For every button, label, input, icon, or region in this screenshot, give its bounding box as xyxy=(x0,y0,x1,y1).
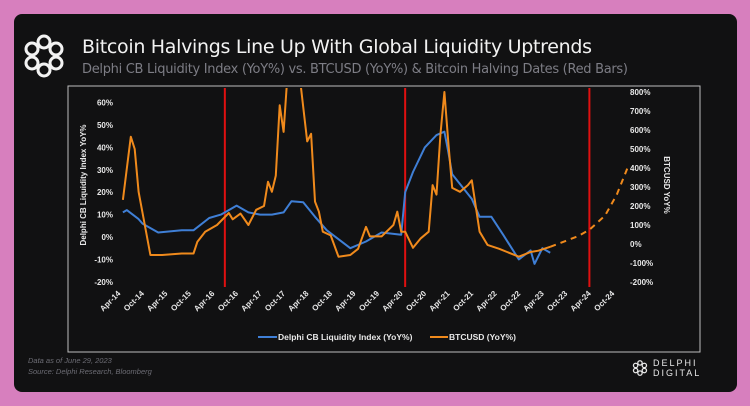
source-note: Source: Delphi Research, Bloomberg xyxy=(28,367,152,376)
x-tick-label: Apr-19 xyxy=(333,289,358,314)
brand: DELPHI DIGITAL xyxy=(632,358,750,378)
y-left-tick-label: -10% xyxy=(94,255,113,264)
x-tick-label: Apr-21 xyxy=(427,289,452,314)
y-right-tick-label: 600% xyxy=(630,126,650,135)
x-tick-label: Oct-24 xyxy=(592,289,616,313)
x-tick-label: Apr-18 xyxy=(286,289,311,314)
x-tick-label: Oct-22 xyxy=(498,289,522,313)
x-tick-label: Apr-15 xyxy=(145,289,170,314)
x-tick-label: Apr-20 xyxy=(380,289,405,314)
y-left-tick-label: 40% xyxy=(97,143,113,152)
y-right-tick-label: 500% xyxy=(630,145,650,154)
y-left-tick-label: 30% xyxy=(97,166,113,175)
chart-subtitle: Delphi CB Liquidity Index (YoY%) vs. BTC… xyxy=(82,62,628,77)
brand-name: DELPHI DIGITAL xyxy=(652,358,702,378)
y-left-tick-label: 50% xyxy=(97,121,113,130)
x-tick-label: Oct-17 xyxy=(263,289,287,313)
x-tick-label: Apr-23 xyxy=(521,289,546,314)
x-tick-label: Apr-17 xyxy=(239,289,264,314)
x-tick-label: Oct-21 xyxy=(451,289,475,313)
legend: Delphi CB Liquidity Index (YoY%) BTCUSD … xyxy=(258,332,516,342)
y-right-tick-label: 0% xyxy=(630,240,642,249)
y-right-tick-label: -100% xyxy=(630,259,653,268)
chart-card xyxy=(14,14,737,392)
chart-frame xyxy=(67,85,701,353)
y-right-tick-label: 200% xyxy=(630,202,650,211)
x-tick-label: Oct-16 xyxy=(216,289,240,313)
x-tick-label: Oct-20 xyxy=(404,289,428,313)
y-right-tick-label: 400% xyxy=(630,164,650,173)
x-tick-label: Apr-14 xyxy=(98,289,123,314)
x-tick-label: Oct-18 xyxy=(310,289,334,313)
legend-label-liquidity: Delphi CB Liquidity Index (YoY%) xyxy=(278,332,413,342)
y-left-tick-label: 60% xyxy=(97,99,113,108)
y-right-tick-label: 100% xyxy=(630,221,650,230)
series-line-btc xyxy=(121,88,551,258)
right-axis-label: BTCUSD YoY% xyxy=(662,156,671,214)
series-line-btc-projection xyxy=(549,164,630,248)
y-right-tick-label: 300% xyxy=(630,183,650,192)
y-right-tick-label: 700% xyxy=(630,107,650,116)
chart-title: Bitcoin Halvings Line Up With Global Liq… xyxy=(82,36,592,58)
delphi-small-logo-icon xyxy=(632,360,648,376)
x-tick-label: Oct-14 xyxy=(122,289,146,313)
data-date-note: Data as of June 29, 2023 xyxy=(28,356,112,365)
y-left-tick-label: 10% xyxy=(97,211,113,220)
left-axis-label: Delphi CB Liquidity Index YoY% xyxy=(79,124,88,245)
x-tick-label: Oct-19 xyxy=(357,289,381,313)
x-tick-label: Oct-15 xyxy=(169,289,193,313)
y-left-tick-label: 0% xyxy=(101,233,113,242)
y-left-tick-label: -20% xyxy=(94,278,113,287)
x-tick-label: Oct-23 xyxy=(545,289,569,313)
y-right-tick-label: -200% xyxy=(630,278,653,287)
legend-label-btc: BTCUSD (YoY%) xyxy=(449,332,516,342)
x-tick-label: Apr-22 xyxy=(474,289,499,314)
x-tick-label: Apr-24 xyxy=(569,289,594,314)
y-left-tick-label: 20% xyxy=(97,188,113,197)
x-tick-label: Apr-16 xyxy=(192,289,217,314)
series-line-liquidity xyxy=(122,130,551,265)
delphi-logo-icon xyxy=(24,34,64,78)
y-right-tick-label: 800% xyxy=(630,88,650,97)
